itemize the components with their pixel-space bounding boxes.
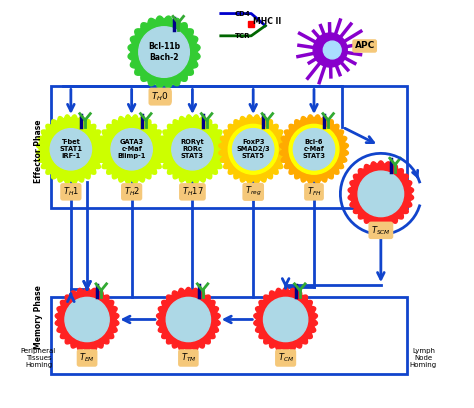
Text: T₀: T₀ (159, 92, 169, 101)
Circle shape (264, 297, 308, 341)
Circle shape (293, 129, 335, 170)
Polygon shape (254, 288, 318, 352)
Circle shape (166, 297, 210, 341)
Text: $T_{EM}$: $T_{EM}$ (79, 352, 95, 364)
Polygon shape (128, 16, 200, 88)
Text: $T_{H}17$: $T_{H}17$ (182, 186, 203, 198)
Text: T-bet
STAT1
IRF-1: T-bet STAT1 IRF-1 (59, 139, 82, 159)
Polygon shape (219, 115, 288, 184)
Text: TCR: TCR (235, 33, 250, 39)
Circle shape (289, 124, 339, 174)
Text: CD4: CD4 (235, 11, 251, 17)
Polygon shape (55, 288, 119, 352)
Circle shape (46, 124, 96, 174)
Text: $T_{SCM}$: $T_{SCM}$ (371, 224, 391, 237)
Polygon shape (36, 115, 105, 184)
Text: $T_{H}2$: $T_{H}2$ (124, 186, 140, 198)
Text: Peripheral
Tissues
Homing: Peripheral Tissues Homing (21, 348, 56, 368)
Text: $T_{H}1$: $T_{H}1$ (63, 186, 79, 198)
Text: APC: APC (355, 42, 375, 51)
Text: Bcl-6
c-Maf
STAT3: Bcl-6 c-Maf STAT3 (302, 139, 326, 159)
Text: GATA3
c-Maf
Blimp-1: GATA3 c-Maf Blimp-1 (118, 139, 146, 159)
Circle shape (107, 124, 156, 174)
Polygon shape (348, 161, 413, 227)
Text: $T_{CM}$: $T_{CM}$ (278, 352, 294, 364)
Text: $T_{reg}$: $T_{reg}$ (245, 185, 262, 198)
Polygon shape (156, 288, 220, 352)
Text: Effector Phase: Effector Phase (34, 120, 43, 183)
Circle shape (228, 124, 278, 174)
Circle shape (358, 171, 404, 217)
Circle shape (233, 129, 274, 170)
Text: $T_{H}0$: $T_{H}0$ (151, 90, 169, 103)
Polygon shape (97, 115, 166, 184)
Text: RORγt
RORc
STAT3: RORγt RORc STAT3 (181, 139, 204, 159)
Text: Lymph
Node
Homing: Lymph Node Homing (410, 348, 437, 368)
Text: FoxP3
SMAD2/3
STAT5: FoxP3 SMAD2/3 STAT5 (237, 139, 270, 159)
Text: Bcl-11b
Bach-2: Bcl-11b Bach-2 (148, 42, 180, 62)
Text: MHC II: MHC II (253, 17, 282, 26)
Text: Memory Phase: Memory Phase (34, 286, 43, 349)
Circle shape (111, 129, 152, 170)
Circle shape (313, 33, 347, 67)
Circle shape (50, 129, 91, 170)
Polygon shape (158, 115, 227, 184)
Polygon shape (280, 115, 348, 184)
Text: T: T (159, 92, 165, 101)
Circle shape (167, 124, 218, 174)
Circle shape (172, 129, 213, 170)
Text: $T_{FH}$: $T_{FH}$ (307, 186, 321, 198)
Circle shape (323, 41, 341, 59)
Circle shape (139, 27, 189, 78)
Text: $T_{TM}$: $T_{TM}$ (181, 352, 196, 364)
Circle shape (65, 297, 109, 341)
